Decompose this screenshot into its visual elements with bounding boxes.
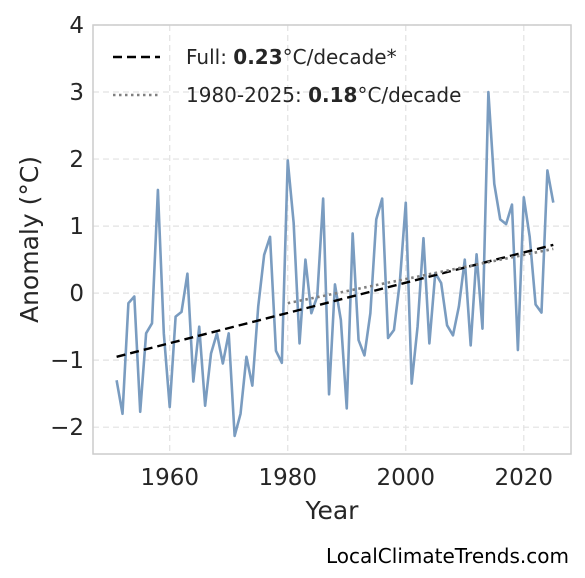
legend-recent-prefix: 1980-2025: [186,83,308,107]
legend-recent-suffix: °C/decade [357,83,461,107]
legend-label-recent: 1980-2025: 0.18°C/decade [186,83,461,107]
legend-full-prefix: Full: [186,45,233,69]
x-tick-label: 1960 [140,465,199,491]
legend: Full: 0.23°C/decade* 1980-2025: 0.18°C/d… [113,45,461,107]
tick-labels: 1960 1980 2000 2020 −2 −1 0 1 2 3 4 [50,13,553,491]
y-axis-label: Anomaly (°C) [15,156,44,323]
plot-frame [92,24,572,455]
y-tick-label: 0 [69,281,84,307]
series-line-anomaly [115,90,555,438]
legend-recent-value: 0.18 [308,83,357,107]
x-tick-label: 2020 [495,465,554,491]
x-tick-label: 2000 [376,465,435,491]
x-tick-label: 1980 [258,465,317,491]
source-credit: LocalClimateTrends.com [325,544,569,568]
y-tick-label: 4 [69,13,84,39]
y-tick-label: −1 [50,348,84,374]
legend-full-value: 0.23 [233,45,282,69]
trend-line-full [116,243,554,358]
y-tick-label: 1 [69,214,84,240]
x-axis-label: Year [305,496,360,525]
legend-full-suffix: °C/decade* [283,45,397,69]
y-tick-label: 3 [69,80,84,106]
legend-label-full: Full: 0.23°C/decade* [186,45,397,69]
y-tick-label: 2 [69,147,84,173]
y-tick-label: −2 [50,415,84,441]
series-layer [115,90,555,438]
